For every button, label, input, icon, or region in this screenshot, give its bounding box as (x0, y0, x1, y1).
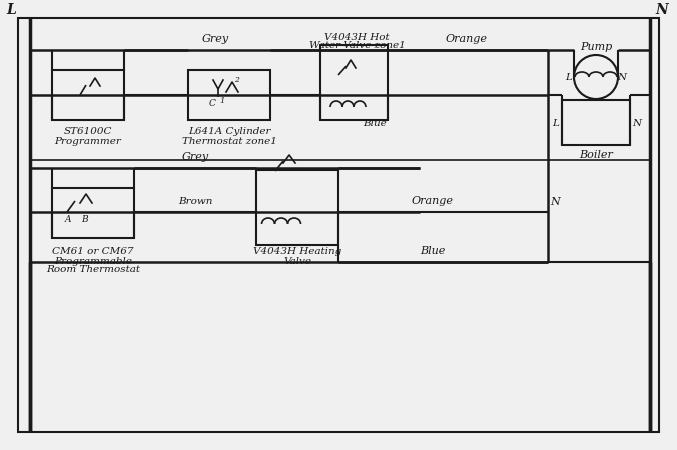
Text: Brown: Brown (178, 197, 212, 206)
Text: Orange: Orange (446, 34, 488, 44)
Text: L: L (552, 118, 559, 127)
Text: Grey: Grey (202, 34, 229, 44)
Text: L: L (6, 3, 16, 17)
Text: L: L (565, 72, 573, 81)
Text: Blue: Blue (420, 246, 445, 256)
Text: Blue: Blue (363, 118, 387, 127)
Text: N: N (656, 3, 668, 17)
Bar (562, 100, 630, 145)
Text: N: N (632, 118, 642, 127)
Text: V4043H Hot: V4043H Hot (324, 32, 390, 41)
Bar (188, 70, 270, 120)
Bar (256, 170, 338, 245)
Text: Programmer: Programmer (55, 136, 121, 145)
Text: 1: 1 (219, 97, 225, 105)
Text: Grey: Grey (181, 152, 209, 162)
Bar (52, 188, 134, 238)
Text: CM61 or CM67: CM61 or CM67 (52, 248, 134, 256)
Text: V4043H Heating: V4043H Heating (253, 248, 341, 256)
Text: C: C (209, 99, 215, 108)
Text: N: N (617, 72, 626, 81)
Text: Thermostat zone1: Thermostat zone1 (181, 136, 276, 145)
Text: Pump: Pump (580, 42, 612, 52)
Text: Water Valve zone1: Water Valve zone1 (309, 41, 406, 50)
Text: N: N (550, 197, 560, 207)
Text: Orange: Orange (412, 196, 454, 206)
Text: B: B (81, 216, 87, 225)
Text: 2: 2 (234, 76, 238, 84)
Text: Valve: Valve (283, 256, 311, 266)
Text: Programmable: Programmable (54, 256, 132, 266)
Bar (320, 45, 388, 120)
Bar (52, 70, 124, 120)
Text: Boiler: Boiler (579, 150, 613, 160)
Text: L641A Cylinder: L641A Cylinder (188, 127, 270, 136)
Text: A: A (65, 216, 71, 225)
Text: Room Thermostat: Room Thermostat (46, 266, 140, 274)
Text: ST6100C: ST6100C (64, 127, 112, 136)
